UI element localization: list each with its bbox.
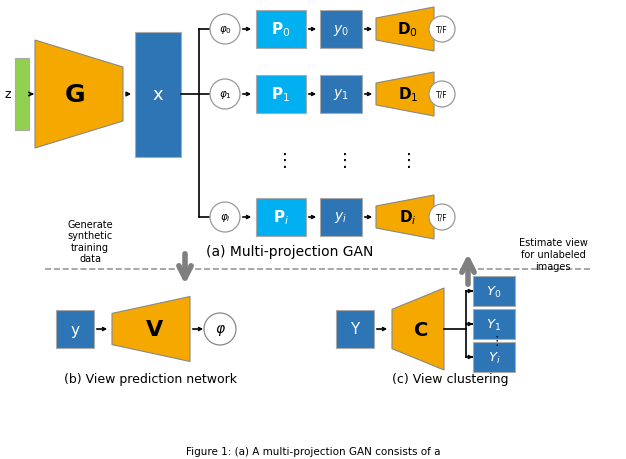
Text: $Y_{1}$: $Y_{1}$ [486,317,501,332]
Bar [135,33,181,157]
Bar [56,310,94,348]
Text: $\vdots$: $\vdots$ [490,334,498,348]
Text: $Y_{i}$: $Y_{i}$ [488,350,500,365]
Text: Estimate view
for unlabeled
images: Estimate view for unlabeled images [518,238,587,271]
Text: $\varphi_{i}$: $\varphi_{i}$ [220,212,230,224]
Text: T/F: T/F [436,90,448,99]
Text: $\vdots$: $\vdots$ [335,150,347,169]
Text: y: y [71,322,80,337]
Text: $\mathbf{D}_{1}$: $\mathbf{D}_{1}$ [398,85,418,104]
Text: (a) Multi-projection GAN: (a) Multi-projection GAN [207,245,374,258]
Text: T/F: T/F [436,213,448,222]
Bar [336,310,374,348]
Polygon shape [376,196,434,240]
Text: $\mathbf{P}_{i}$: $\mathbf{P}_{i}$ [273,208,289,227]
Circle shape [429,205,455,230]
Text: $Y_{0}$: $Y_{0}$ [486,284,501,299]
Polygon shape [112,297,190,362]
Text: $\vdots$: $\vdots$ [399,150,411,169]
Bar [473,309,515,339]
Bar [320,76,362,114]
Text: (c) View clustering: (c) View clustering [392,373,508,386]
Circle shape [429,82,455,108]
Text: (b) View prediction network: (b) View prediction network [63,373,237,386]
Text: $\varphi_{0}$: $\varphi_{0}$ [218,24,232,36]
Polygon shape [392,288,444,370]
Circle shape [210,202,240,233]
Text: G: G [64,83,85,107]
Text: $\varphi_{1}$: $\varphi_{1}$ [218,89,232,101]
Bar [256,11,306,49]
Text: $y_{0}$: $y_{0}$ [333,22,349,38]
Text: z: z [5,88,11,101]
Text: Y: Y [351,322,359,337]
Text: $\mathbf{P}_{1}$: $\mathbf{P}_{1}$ [272,85,290,104]
Text: V: V [146,319,163,339]
Bar [473,342,515,372]
Text: $\mathbf{P}_{0}$: $\mathbf{P}_{0}$ [271,21,290,39]
Text: $\mathbf{D}_{i}$: $\mathbf{D}_{i}$ [399,208,417,227]
Text: Generate
synthetic
training
data: Generate synthetic training data [67,219,113,264]
Text: $y_{i}$: $y_{i}$ [334,210,347,225]
Circle shape [429,17,455,43]
Text: C: C [414,320,428,339]
Bar [256,199,306,236]
Text: $y_{1}$: $y_{1}$ [333,87,349,102]
Text: Figure 1: (a) A multi-projection GAN consists of a: Figure 1: (a) A multi-projection GAN con… [186,446,440,456]
Text: T/F: T/F [436,25,448,34]
Text: $\varphi$: $\varphi$ [215,322,225,337]
Text: x: x [153,86,163,104]
Bar [320,199,362,236]
Bar [15,59,29,131]
Circle shape [204,313,236,345]
Bar [256,76,306,114]
Polygon shape [376,73,434,117]
Bar [473,276,515,306]
Circle shape [210,80,240,110]
Circle shape [210,15,240,45]
Text: $\mathbf{D}_{0}$: $\mathbf{D}_{0}$ [398,21,418,39]
Polygon shape [376,8,434,52]
Bar [320,11,362,49]
Text: $\vdots$: $\vdots$ [275,150,287,169]
Polygon shape [35,41,123,149]
